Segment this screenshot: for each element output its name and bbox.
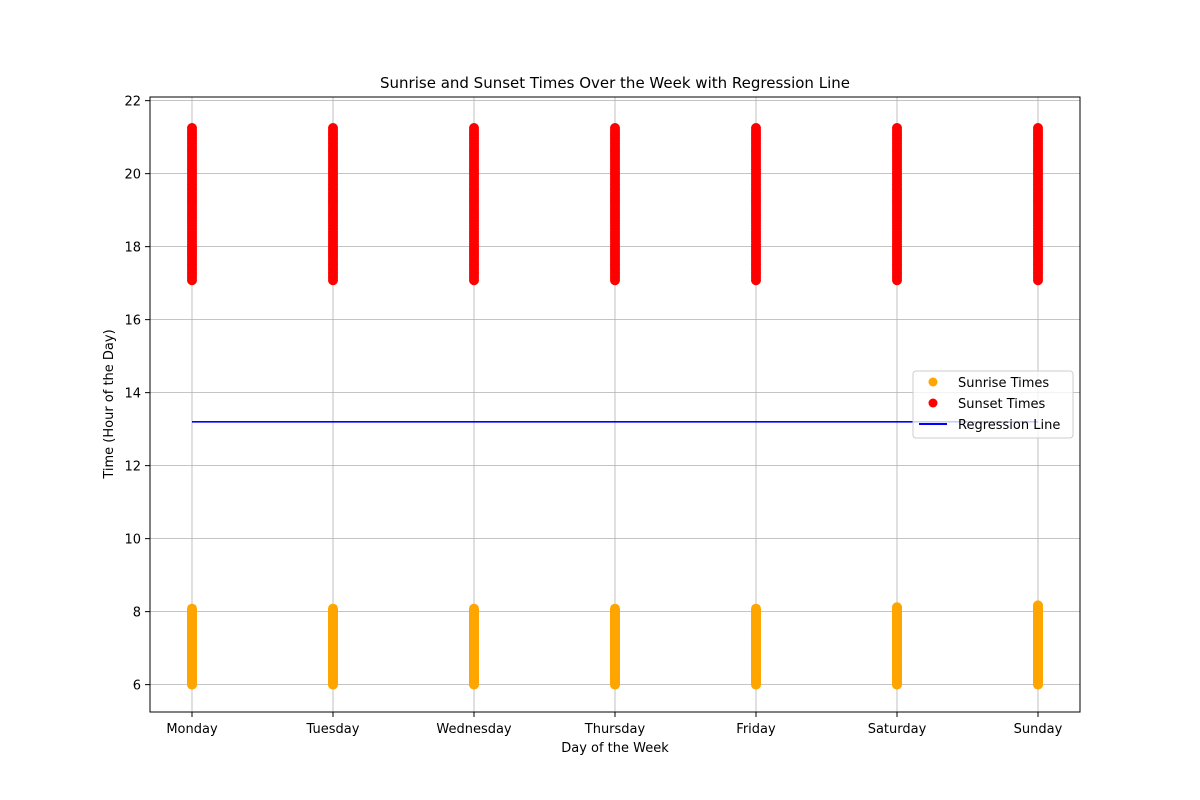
sunrise-point [610,603,620,614]
sunset-point [751,123,761,134]
sunrise-point [892,602,902,613]
x-tick-label: Saturday [868,722,927,737]
x-tick-label: Tuesday [306,722,360,737]
x-tick-label: Wednesday [436,722,512,737]
sunrise-point [187,603,197,614]
x-axis-title: Day of the Week [561,741,669,756]
y-tick-label: 16 [124,314,141,329]
y-tick-label: 14 [124,387,141,402]
sunset-point [328,123,338,134]
sunrise-point [469,603,479,614]
x-tick-label: Sunday [1014,722,1063,737]
sunset-point [610,123,620,134]
x-tick-label: Monday [166,722,218,737]
sunset-point [892,123,902,134]
x-axis-ticks: Monday Tuesday Wednesday Thursday Friday Satu… [166,712,1063,737]
legend-label-regression: Regression Line [958,418,1060,433]
legend-marker-sunset [928,398,938,408]
y-axis-ticks: 6 8 10 12 14 16 18 20 22 [124,95,150,694]
sunset-point [187,123,197,134]
legend-box [912,370,1074,439]
legend-marker-sunrise [928,377,938,387]
y-tick-label: 22 [124,95,141,110]
sunset-point [469,123,479,134]
y-tick-label: 20 [124,168,141,183]
legend-label-sunset: Sunset Times [958,397,1046,412]
data-points [187,123,1043,690]
legend-label-sunrise: Sunrise Times [958,376,1049,391]
sunrise-point [328,603,338,614]
sunrise-point [751,603,761,614]
y-tick-label: 10 [124,533,141,548]
y-tick-label: 18 [124,241,141,256]
sunrise-point [1033,600,1043,611]
sunset-point [1033,123,1043,134]
y-tick-label: 8 [133,606,141,621]
y-tick-label: 12 [124,460,141,475]
x-tick-label: Friday [736,722,776,737]
x-tick-label: Thursday [584,722,646,737]
chart-title: Sunrise and Sunset Times Over the Week w… [380,74,850,92]
y-axis-title: Time (Hour of the Day) [102,329,117,479]
y-tick-label: 6 [133,679,141,694]
legend: Sunrise Times Sunset Times Regression Li… [912,370,1074,439]
